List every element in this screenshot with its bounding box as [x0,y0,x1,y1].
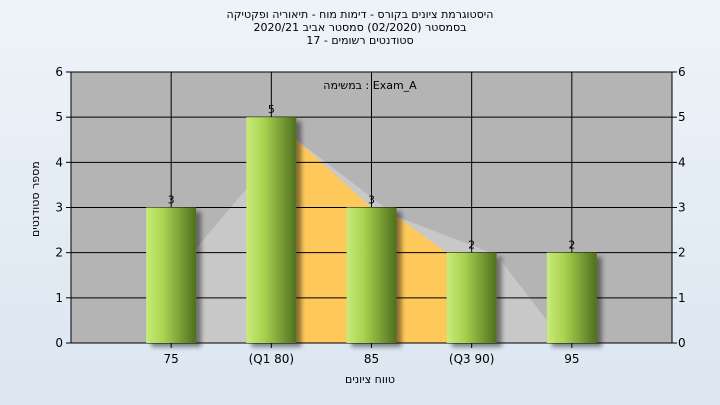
chart-title: היסטוגרמת ציונים בקורס - דימות מוח - תיא… [0,8,720,47]
y-tick-label-left: 2 [55,246,63,260]
chart-title-line-2: בסמסטר (02/2020) סמסטר אביב 2020/21 [253,21,467,34]
y-tick-label-left: 4 [55,155,63,169]
x-tick-label: 95 [564,352,579,366]
bar-value-label: 2 [468,239,475,252]
bar-4 [446,252,497,343]
y-tick-label-left: 5 [55,110,63,124]
bar-3 [346,207,397,343]
y-tick-label-right: 6 [678,65,686,79]
bar-value-label: 3 [368,194,375,207]
x-tick-label: (Q3 90) [449,352,495,366]
x-axis-label: טווח ציונים [345,373,395,386]
bar-value-label: 3 [168,194,175,207]
chart-title-line-1: היסטוגרמת ציונים בקורס - דימות מוח - תיא… [226,8,494,21]
y-tick-label-right: 0 [678,336,686,350]
y-tick-label-right: 4 [678,155,686,169]
x-tick-label: 85 [364,352,379,366]
bar-2 [246,117,297,344]
y-tick-label-left: 6 [55,65,63,79]
y-tick-label-right: 3 [678,201,686,215]
chart-title-line-3: סטודנטים רשומים - 17 [306,34,414,47]
bar-value-label: 2 [568,239,575,252]
y-tick-label-left: 0 [55,336,63,350]
legend-label: במשימה : Exam_A [323,79,417,92]
bar-5 [546,252,597,343]
y-axis-label: מספר סטודנטים [29,161,42,237]
y-tick-label-right: 5 [678,110,686,124]
x-tick-label: (Q1 80) [249,352,295,366]
x-tick-label: 75 [164,352,179,366]
bar-value-label: 5 [268,103,275,116]
y-tick-label-right: 1 [678,291,686,305]
bar-1 [146,207,197,343]
y-tick-label-left: 3 [55,201,63,215]
y-tick-label-right: 2 [678,246,686,260]
y-tick-label-left: 1 [55,291,63,305]
